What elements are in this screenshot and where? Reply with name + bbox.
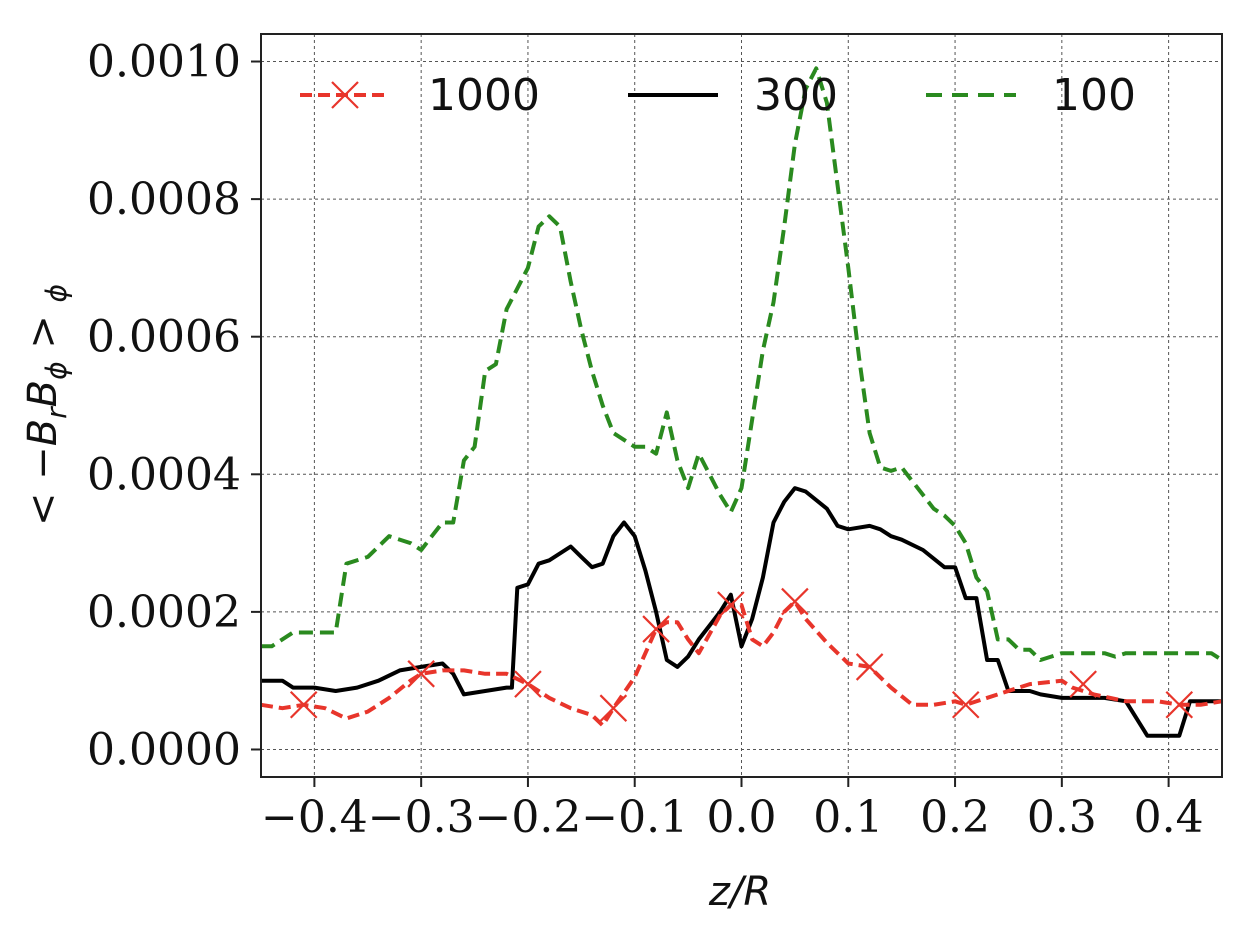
x-axis: −0.4 −0.3 −0.2 −0.1 0.0 0.1 0.2 0.3 0.4 [261, 777, 1204, 843]
series-marker-1000 [717, 591, 745, 619]
y-tick-label: 0.0004 [87, 449, 241, 500]
y-axis: 0.0000 0.0002 0.0004 0.0006 0.0008 0.0010 [87, 37, 261, 775]
legend-item-100: 100 [926, 70, 1136, 121]
y-axis-label: < −BrBϕ > ϕ [20, 284, 73, 526]
series-marker-1000 [951, 690, 980, 719]
x-tick-label: −0.1 [581, 792, 688, 843]
legend-item-300: 300 [628, 70, 838, 121]
legend: 1000 300 100 [300, 70, 1136, 121]
y-tick-label: 0.0002 [87, 587, 241, 638]
x-tick-label: 0.4 [1134, 792, 1204, 843]
series-marker-1000 [781, 587, 809, 616]
x-tick-label: 0.0 [707, 792, 777, 843]
y-tick-label: 0.0000 [87, 724, 241, 775]
series-marker-1000 [1165, 690, 1194, 719]
y-tick-label: 0.0006 [87, 312, 241, 363]
x-tick-label: 0.3 [1027, 792, 1097, 843]
legend-label: 100 [1052, 70, 1136, 121]
series-line-300 [261, 486, 1222, 738]
series-marker-1000 [642, 615, 670, 643]
series-marker-1000 [407, 660, 435, 688]
legend-marker [331, 81, 359, 109]
series-marker-1000 [599, 694, 628, 722]
series-line-100 [261, 66, 1224, 662]
x-tick-label: 0.1 [813, 792, 883, 843]
x-tick-label: −0.4 [261, 792, 368, 843]
svg-text:< −BrBϕ > ϕ: < −BrBϕ > ϕ [20, 284, 73, 526]
series-marker-1000 [289, 690, 318, 719]
legend-label: 1000 [428, 70, 540, 121]
legend-label: 300 [754, 70, 838, 121]
series-layer [260, 66, 1224, 738]
legend-item-1000: 1000 [300, 70, 540, 121]
x-axis-label: z/R [708, 869, 771, 915]
x-tick-label: 0.2 [920, 792, 990, 843]
y-tick-label: 0.0010 [87, 37, 241, 88]
series-marker-1000 [514, 670, 542, 698]
x-tick-label: −0.2 [475, 792, 582, 843]
y-tick-label: 0.0008 [87, 174, 241, 225]
series-marker-1000 [855, 653, 884, 681]
series-marker-1000 [1069, 670, 1097, 698]
x-tick-label: −0.3 [368, 792, 475, 843]
